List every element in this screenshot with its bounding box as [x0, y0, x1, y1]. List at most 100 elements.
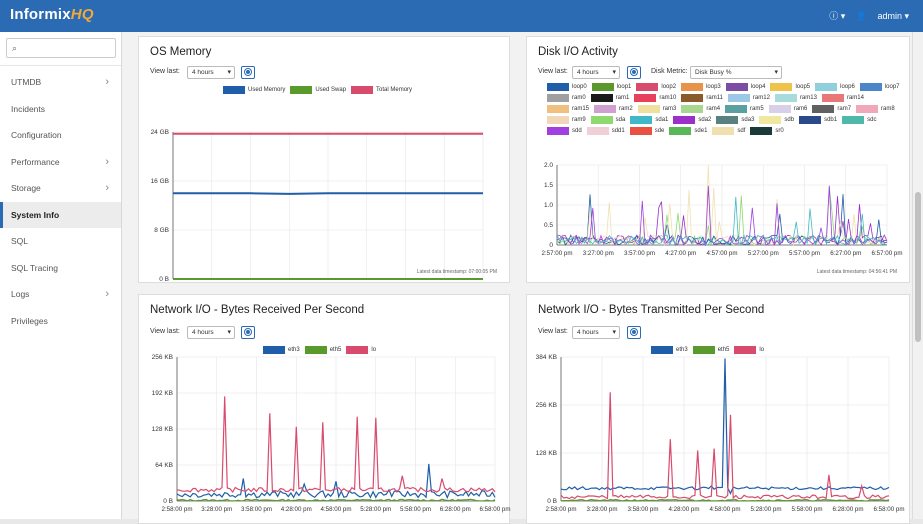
settings-button[interactable]	[627, 326, 641, 339]
sidebar-item-sql-tracing[interactable]: SQL Tracing	[0, 255, 121, 281]
sidebar-item-performance[interactable]: Performance ›	[0, 149, 121, 175]
legend-item[interactable]: ram10	[634, 94, 676, 102]
legend-item[interactable]: ram4	[681, 105, 720, 113]
legend-swatch	[681, 105, 704, 113]
sidebar-item-system-info[interactable]: System Info	[0, 201, 121, 228]
sidebar-item-label: UTMDB	[11, 77, 42, 87]
legend-item[interactable]: sdb	[759, 116, 794, 124]
legend-label: loop5	[795, 84, 811, 90]
settings-button[interactable]	[627, 66, 641, 79]
legend-item[interactable]: sda1	[630, 116, 668, 124]
legend-item[interactable]: loop4	[725, 83, 766, 91]
legend-item[interactable]: ram1	[590, 94, 629, 102]
legend-swatch	[547, 83, 569, 91]
divider	[0, 65, 121, 66]
brand-main: Informix	[10, 6, 71, 23]
legend-item[interactable]: loop5	[770, 83, 810, 91]
sidebar-item-label: System Info	[11, 209, 60, 220]
legend-item[interactable]: lo	[346, 346, 376, 354]
view-last-label: View last:	[538, 328, 568, 335]
search-input[interactable]: ⌕	[6, 38, 116, 58]
legend-item[interactable]: loop1	[591, 83, 631, 91]
legend-item[interactable]: sde1	[669, 127, 707, 135]
legend-item[interactable]: loop6	[815, 83, 855, 91]
legend-item[interactable]: sr0	[750, 127, 784, 135]
legend-item[interactable]: ram14	[821, 94, 864, 102]
range-select[interactable]: 4 hours	[187, 66, 235, 79]
y-tick-label: 256 KB	[152, 354, 173, 361]
sidebar-item-incidents[interactable]: Incidents	[0, 96, 121, 122]
legend-item[interactable]: ram6	[768, 105, 807, 113]
legend-item[interactable]: sdd	[547, 127, 582, 135]
legend-swatch	[290, 86, 313, 94]
legend-item[interactable]: sdf	[712, 127, 745, 135]
card-title: OS Memory	[150, 46, 212, 58]
info-icon[interactable]: ⓘ ▾	[829, 11, 846, 21]
legend-item[interactable]: Total Memory	[351, 86, 412, 94]
user-menu[interactable]: 👤 admin ▾	[855, 11, 909, 21]
legend-item[interactable]: ram7	[812, 105, 851, 113]
legend-item[interactable]: Used Swap	[290, 86, 346, 94]
range-select[interactable]: 4 hours	[572, 66, 620, 79]
sidebar-item-logs[interactable]: Logs ›	[0, 281, 121, 307]
x-tick-label: 2:58:00 pm	[162, 506, 193, 513]
chart-legend: loop0 loop1 loop2 loop3 loop4 loop5 loop6 loop7…	[547, 83, 907, 138]
legend-item[interactable]: eth5	[304, 346, 341, 354]
legend-item[interactable]: sda3	[716, 116, 754, 124]
page-scrollbar[interactable]	[912, 32, 923, 519]
legend-item[interactable]: Used Memory	[223, 86, 285, 94]
legend-swatch	[815, 83, 838, 91]
legend-item[interactable]: loop0	[547, 83, 587, 91]
legend-item[interactable]: lo	[734, 346, 764, 354]
legend-item[interactable]: ram15	[547, 105, 589, 113]
card-title: Network I/O - Bytes Received Per Second	[150, 304, 365, 316]
legend-swatch	[681, 83, 704, 91]
legend-item[interactable]: sda2	[673, 116, 711, 124]
legend-item[interactable]: ram11	[681, 94, 723, 102]
chart-legend: eth3 eth5 lo	[263, 346, 463, 357]
legend-swatch	[774, 94, 797, 102]
legend-item[interactable]: ram12	[727, 94, 770, 102]
range-select[interactable]: 4 hours	[572, 326, 620, 339]
legend-swatch	[734, 346, 757, 354]
x-tick-label: 3:27:00 pm	[583, 250, 614, 257]
settings-button[interactable]	[241, 326, 255, 339]
legend-item[interactable]: ram8	[856, 105, 895, 113]
legend-swatch	[547, 94, 569, 102]
scrollbar-thumb[interactable]	[915, 192, 921, 342]
legend-item[interactable]: sdb1	[799, 116, 837, 124]
legend-item[interactable]: eth3	[651, 346, 688, 354]
range-select-value: 4 hours	[192, 329, 214, 336]
legend-item[interactable]: loop7	[859, 83, 900, 91]
app-logo[interactable]: InformixHQ	[10, 6, 94, 23]
legend-item[interactable]: ram0	[547, 94, 586, 102]
legend-item[interactable]: ram13	[774, 94, 817, 102]
disk-metric-select[interactable]: Disk Busy %	[690, 66, 782, 79]
legend-item[interactable]: sdd1	[586, 127, 625, 135]
sidebar-item-privileges[interactable]: Privileges	[0, 308, 121, 334]
sidebar-item-configuration[interactable]: Configuration	[0, 122, 121, 148]
legend-swatch	[859, 83, 882, 91]
legend-item[interactable]: sda	[590, 116, 625, 124]
sidebar-item-storage[interactable]: Storage ›	[0, 175, 121, 201]
legend-item[interactable]: ram2	[594, 105, 633, 113]
legend-item[interactable]: loop2	[636, 83, 676, 91]
legend-item[interactable]: sdc	[842, 116, 876, 124]
os-memory-card: OS Memory View last: 4 hours Used Memory…	[138, 36, 510, 283]
y-tick-label: 384 KB	[536, 354, 557, 361]
legend-item[interactable]: eth5	[692, 346, 729, 354]
legend-item[interactable]: ram3	[637, 105, 676, 113]
range-select[interactable]: 4 hours	[187, 326, 235, 339]
settings-button[interactable]	[241, 66, 255, 79]
legend-item[interactable]: ram5	[725, 105, 764, 113]
legend-label: loop4	[750, 84, 766, 90]
series-line-eth3	[560, 358, 890, 495]
legend-item[interactable]: loop3	[681, 83, 721, 91]
chevron-right-icon: ›	[105, 288, 109, 300]
top-navbar: InformixHQ ⓘ ▾ 👤 admin ▾	[0, 0, 923, 32]
legend-item[interactable]: eth3	[263, 346, 300, 354]
legend-item[interactable]: sde	[629, 127, 664, 135]
legend-item[interactable]: ram9	[547, 116, 586, 124]
sidebar-item-utmdb[interactable]: UTMDB ›	[0, 69, 121, 95]
sidebar-item-sql[interactable]: SQL	[0, 228, 121, 254]
